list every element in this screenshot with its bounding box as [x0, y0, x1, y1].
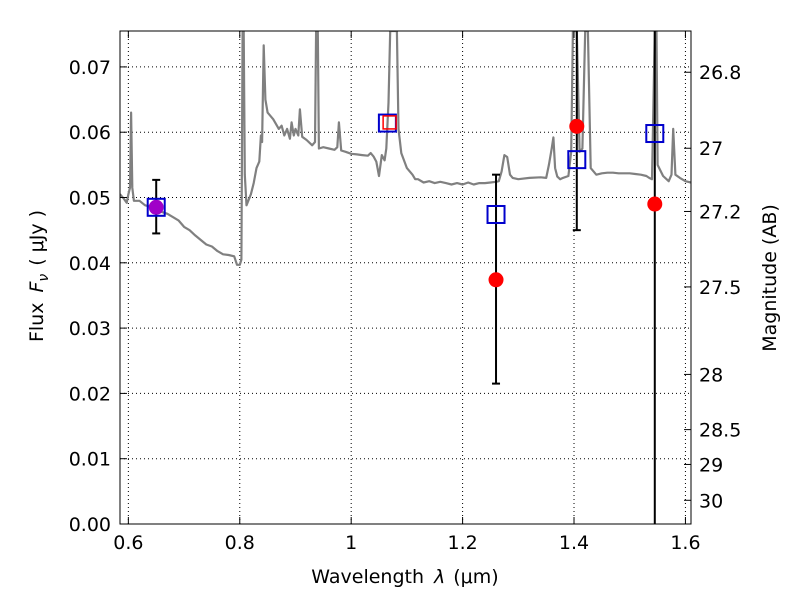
model-point — [146, 197, 166, 217]
y-tick-label: 0.07 — [69, 57, 111, 79]
plot-frame — [119, 30, 692, 525]
y2-tick-label: 27 — [699, 138, 723, 160]
y-axis-label: FluxFν( μJy ) — [26, 210, 52, 342]
y2-tick-label: 27.2 — [699, 201, 741, 223]
x-tick-label: 0.8 — [225, 532, 255, 554]
x-tick-label: 1.2 — [447, 532, 477, 554]
x-tick-label: 1.6 — [670, 532, 700, 554]
y2-tick-label: 29 — [699, 454, 723, 476]
x-tick-label: 1.4 — [559, 532, 589, 554]
spectrum-layer — [120, 31, 691, 266]
y2-tick-label: 27.5 — [699, 277, 741, 299]
y2-tick-label: 30 — [699, 490, 723, 512]
model-point — [645, 124, 665, 144]
y2-tick-label: 28 — [699, 364, 723, 386]
x-axis-label: Wavelength λ (μm) — [311, 566, 498, 588]
y2-axis-label: Magnitude (AB) — [759, 204, 781, 352]
observed-point — [488, 272, 504, 288]
y-tick-label: 0.02 — [69, 383, 111, 405]
x-axis-ticks: 0.6 0.8 1 1.2 1.4 1.6 — [113, 31, 701, 554]
y-tick-label: 0.03 — [69, 318, 111, 340]
x-tick-label: 1 — [345, 532, 357, 554]
observed-point — [148, 199, 164, 215]
y-axis-ticks: 0.00 0.01 0.02 0.03 0.04 0.05 0.06 0.07 — [69, 57, 127, 536]
model-points — [146, 113, 665, 224]
model-point — [486, 204, 506, 224]
observed-square-marker — [382, 115, 397, 130]
y-tick-label: 0.04 — [69, 253, 111, 275]
y-tick-label: 0.05 — [69, 188, 111, 210]
y2-tick-label: 28.5 — [699, 420, 741, 442]
y2-tick-label: 26.8 — [699, 62, 741, 84]
y-tick-label: 0.01 — [69, 449, 111, 471]
observed-point — [647, 196, 663, 212]
spectrum-line — [120, 31, 691, 266]
y2-axis-ticks: 26.8 27 27.2 27.5 28 28.5 29 30 — [684, 62, 741, 512]
x-tick-label: 0.6 — [113, 532, 143, 554]
observed-point — [569, 118, 585, 134]
y-tick-label: 0.06 — [69, 122, 111, 144]
model-point — [567, 150, 587, 170]
y-tick-label: 0.00 — [69, 514, 111, 536]
observed-points — [148, 118, 663, 288]
